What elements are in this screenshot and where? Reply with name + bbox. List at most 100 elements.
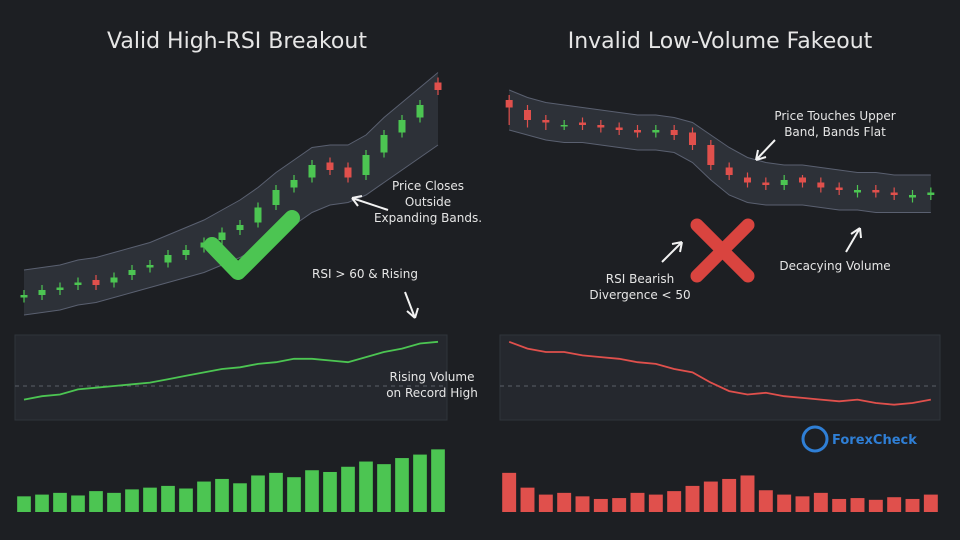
volume-bar	[905, 498, 920, 512]
volume-bar	[612, 498, 627, 512]
volume-bar	[233, 483, 247, 512]
candle-body	[56, 287, 64, 290]
logo: ForexCheck	[801, 425, 917, 453]
rsi-line	[508, 340, 931, 406]
volume-bar	[287, 477, 301, 512]
volume-bar	[502, 472, 517, 512]
volume-bar	[107, 492, 121, 512]
chart-title: Invalid Low-Volume Fakeout	[568, 29, 873, 54]
volume-bar	[722, 478, 737, 512]
candle-body	[670, 130, 678, 135]
chart-title: Valid High-RSI Breakout	[107, 29, 367, 54]
volume-bar	[35, 494, 49, 512]
candle-body	[182, 250, 190, 255]
volume-bar	[758, 490, 773, 512]
candle-body	[290, 180, 298, 188]
volume-bar	[377, 464, 391, 512]
bollinger-band	[509, 90, 931, 213]
candle-body	[835, 187, 843, 190]
annotation: Outside	[405, 195, 451, 209]
annotation: Price Touches Upper	[774, 109, 895, 123]
volume-bar	[850, 498, 865, 512]
annotation: Band, Bands Flat	[784, 125, 886, 139]
candle-body	[164, 255, 172, 263]
band-edge	[509, 129, 931, 213]
candle-body	[579, 122, 586, 125]
candle-body	[236, 225, 244, 230]
volume-bar	[593, 498, 608, 512]
volume-bar	[923, 494, 938, 512]
annotation: Divergence < 50	[589, 288, 690, 302]
candle-body	[92, 280, 100, 285]
annotation: Decacying Volume	[779, 259, 890, 273]
arrows	[351, 139, 862, 319]
annotation: Price Closes	[392, 179, 464, 193]
rsi-pane	[499, 334, 941, 421]
volume-bar	[413, 454, 427, 512]
volume-bar	[813, 492, 828, 512]
charts	[14, 72, 941, 512]
candle-body	[434, 82, 442, 90]
candle-body	[20, 295, 28, 298]
candle-body	[380, 135, 388, 153]
band-edge	[23, 72, 439, 271]
volume-bar	[557, 492, 572, 512]
volume-bar	[740, 475, 755, 512]
rsi-pane	[14, 334, 448, 421]
volume-bar	[197, 481, 211, 512]
annotation: RSI > 60 & Rising	[312, 267, 418, 281]
check-icon	[204, 210, 300, 280]
volume-bar	[575, 496, 590, 512]
volume-bar	[17, 496, 31, 512]
rsi-line	[23, 340, 439, 401]
volume-bar	[630, 492, 645, 512]
candle-body	[524, 110, 531, 120]
volume-bar	[179, 488, 193, 512]
annotation: Rising Volume	[390, 370, 475, 384]
volume-bar	[359, 461, 373, 512]
candle-body	[652, 130, 660, 133]
candle-body	[689, 132, 696, 145]
cross-icon	[690, 218, 755, 283]
candle-body	[110, 277, 118, 283]
candle-body	[505, 100, 513, 108]
volume-bar	[667, 491, 682, 512]
band-edge	[508, 89, 931, 176]
watermark: ForexCheck	[832, 433, 917, 448]
volume-bar	[887, 497, 902, 512]
bollinger-band	[24, 72, 438, 315]
volume-bar	[53, 492, 67, 512]
volume-bar	[431, 449, 445, 512]
volume-bar	[703, 481, 718, 512]
volume-bar	[395, 458, 409, 512]
candle-body	[398, 120, 406, 133]
annotation: RSI Bearish	[606, 272, 674, 286]
volume-bar	[685, 485, 700, 512]
volume-bar	[269, 472, 283, 512]
volume-bar	[89, 491, 103, 512]
volume-bar	[125, 489, 139, 512]
volume-bar	[520, 487, 535, 512]
candle-body	[254, 207, 262, 223]
candle-body	[762, 182, 770, 185]
candle-body	[707, 145, 715, 165]
candle-body	[362, 155, 370, 175]
candle-body	[218, 232, 226, 240]
candle-body	[344, 167, 352, 178]
volume-bar	[215, 478, 229, 512]
volume-bar	[832, 498, 847, 512]
candle-body	[38, 290, 46, 295]
volume-bar	[795, 496, 810, 512]
volume-bar	[868, 499, 883, 512]
candle-body	[615, 127, 623, 130]
volume-bar	[538, 494, 553, 512]
candle-body	[542, 120, 550, 123]
candle-body	[326, 162, 334, 170]
candle-body	[560, 125, 568, 127]
candle-body	[872, 190, 880, 193]
volume-bar	[71, 495, 85, 512]
candle-body	[725, 167, 733, 175]
candle-body	[416, 105, 424, 118]
volume-bar	[251, 475, 265, 512]
